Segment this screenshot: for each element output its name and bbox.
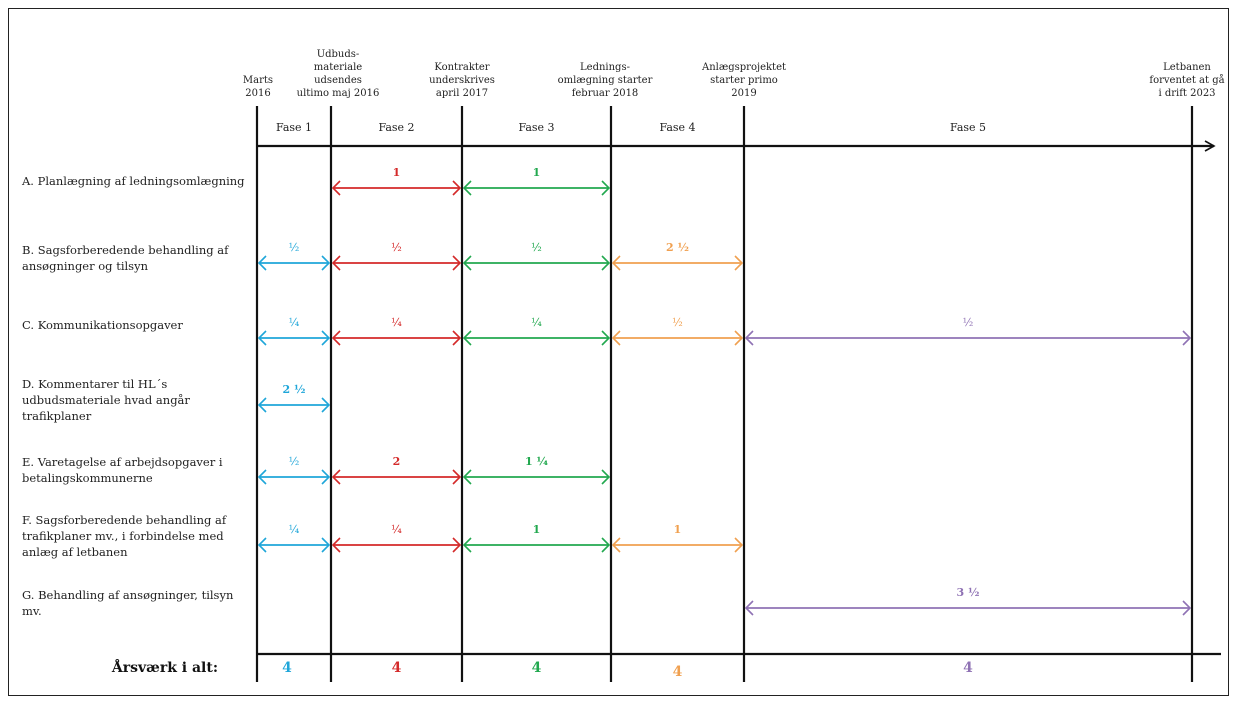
milestone-label: Letbanen forventet at gå i drift 2023 — [1149, 62, 1224, 99]
arrow-head — [611, 537, 621, 553]
arrow-head — [462, 330, 472, 346]
workload-value-label: 1 — [533, 523, 541, 536]
arrow-head — [734, 537, 744, 553]
phase-label: Fase 2 — [378, 121, 414, 134]
phase-total-value: 4 — [963, 660, 973, 676]
arrow-head — [257, 255, 267, 271]
arrow-head — [452, 255, 462, 271]
arrow-head — [601, 537, 611, 553]
arrow-head — [321, 397, 331, 413]
milestone-label: Udbuds-materiale udsendes ultimo maj 2016 — [297, 49, 380, 99]
phase-total-value: 4 — [392, 660, 402, 676]
arrow-head — [601, 255, 611, 271]
task-label: A. Planlægning af ledningsomlægning — [21, 174, 245, 188]
arrow-head — [321, 330, 331, 346]
phase-label: Fase 4 — [659, 121, 695, 134]
phase-total-value: 4 — [673, 664, 683, 680]
workload-value-label: 3 ½ — [957, 586, 980, 599]
arrow-head — [452, 537, 462, 553]
workload-value-label: 2 — [393, 455, 401, 468]
arrow-head — [744, 600, 754, 616]
task-label: B. Sagsforberedende behandling af ansøgni… — [22, 243, 229, 273]
workload-value-label: 1 — [674, 523, 682, 536]
arrow-head — [452, 469, 462, 485]
workload-value-label: ¼ — [391, 316, 402, 329]
workload-value-label: 1 — [533, 166, 541, 179]
task-label: F. Sagsforberedende behandling af trafikp… — [22, 513, 227, 559]
milestone-label: Lednings-omlægning starter februar 2018 — [558, 62, 653, 99]
phase-label: Fase 3 — [518, 121, 554, 134]
workload-value-label: ½ — [289, 455, 300, 468]
arrow-head — [611, 330, 621, 346]
workload-value-label: ½ — [672, 316, 683, 329]
arrow-head — [331, 255, 341, 271]
arrow-head — [601, 330, 611, 346]
arrow-head — [321, 537, 331, 553]
workload-value-label: 1 ¼ — [525, 455, 548, 468]
arrow-head — [452, 330, 462, 346]
arrow-head — [1182, 330, 1192, 346]
arrow-head — [462, 537, 472, 553]
workload-value-label: ½ — [963, 316, 974, 329]
arrow-head — [452, 180, 462, 196]
arrow-head — [1182, 600, 1192, 616]
arrow-head — [601, 469, 611, 485]
arrow-head — [331, 469, 341, 485]
arrow-head — [321, 469, 331, 485]
arrow-head — [257, 330, 267, 346]
task-label: E. Varetagelse af arbejdsopgaver i betali… — [22, 455, 223, 485]
workload-value-label: 2 ½ — [283, 383, 306, 396]
arrow-head — [257, 397, 267, 413]
workload-value-label: 2 ½ — [666, 241, 689, 254]
arrow-head — [601, 180, 611, 196]
phase-total-value: 4 — [532, 660, 542, 676]
workload-value-label: ½ — [531, 241, 542, 254]
arrow-head — [462, 180, 472, 196]
arrow-head — [734, 255, 744, 271]
phase-label: Fase 5 — [950, 121, 986, 134]
milestone-label: Kontrakter underskrives april 2017 — [429, 62, 495, 99]
workload-value-label: ¼ — [289, 523, 300, 536]
arrow-head — [257, 469, 267, 485]
arrow-head — [331, 330, 341, 346]
workload-value-label: ¼ — [289, 316, 300, 329]
milestone-label: Anlægsprojektet starter primo 2019 — [701, 62, 786, 99]
diagram-frame — [8, 8, 1229, 696]
arrow-head — [257, 537, 267, 553]
task-label: C. Kommunikationsopgaver — [22, 318, 183, 332]
arrow-head — [462, 255, 472, 271]
totals-label: Årsværk i alt: — [111, 658, 218, 676]
task-label: G. Behandling af ansøgninger, tilsyn mv. — [22, 588, 234, 618]
arrow-head — [321, 255, 331, 271]
milestone-label: Marts 2016 — [243, 75, 273, 99]
task-label: D. Kommentarer til HL´s udbudsmateriale h… — [22, 377, 190, 423]
phase-total-value: 4 — [282, 660, 292, 676]
arrow-head — [734, 330, 744, 346]
workload-value-label: 1 — [393, 166, 401, 179]
workload-value-label: ½ — [289, 241, 300, 254]
arrow-head — [611, 255, 621, 271]
workload-value-label: ¼ — [391, 523, 402, 536]
workload-value-label: ½ — [391, 241, 402, 254]
arrow-head — [331, 537, 341, 553]
arrow-head — [744, 330, 754, 346]
phase-label: Fase 1 — [276, 121, 312, 134]
workload-value-label: ¼ — [531, 316, 542, 329]
arrow-head — [331, 180, 341, 196]
arrow-head — [462, 469, 472, 485]
